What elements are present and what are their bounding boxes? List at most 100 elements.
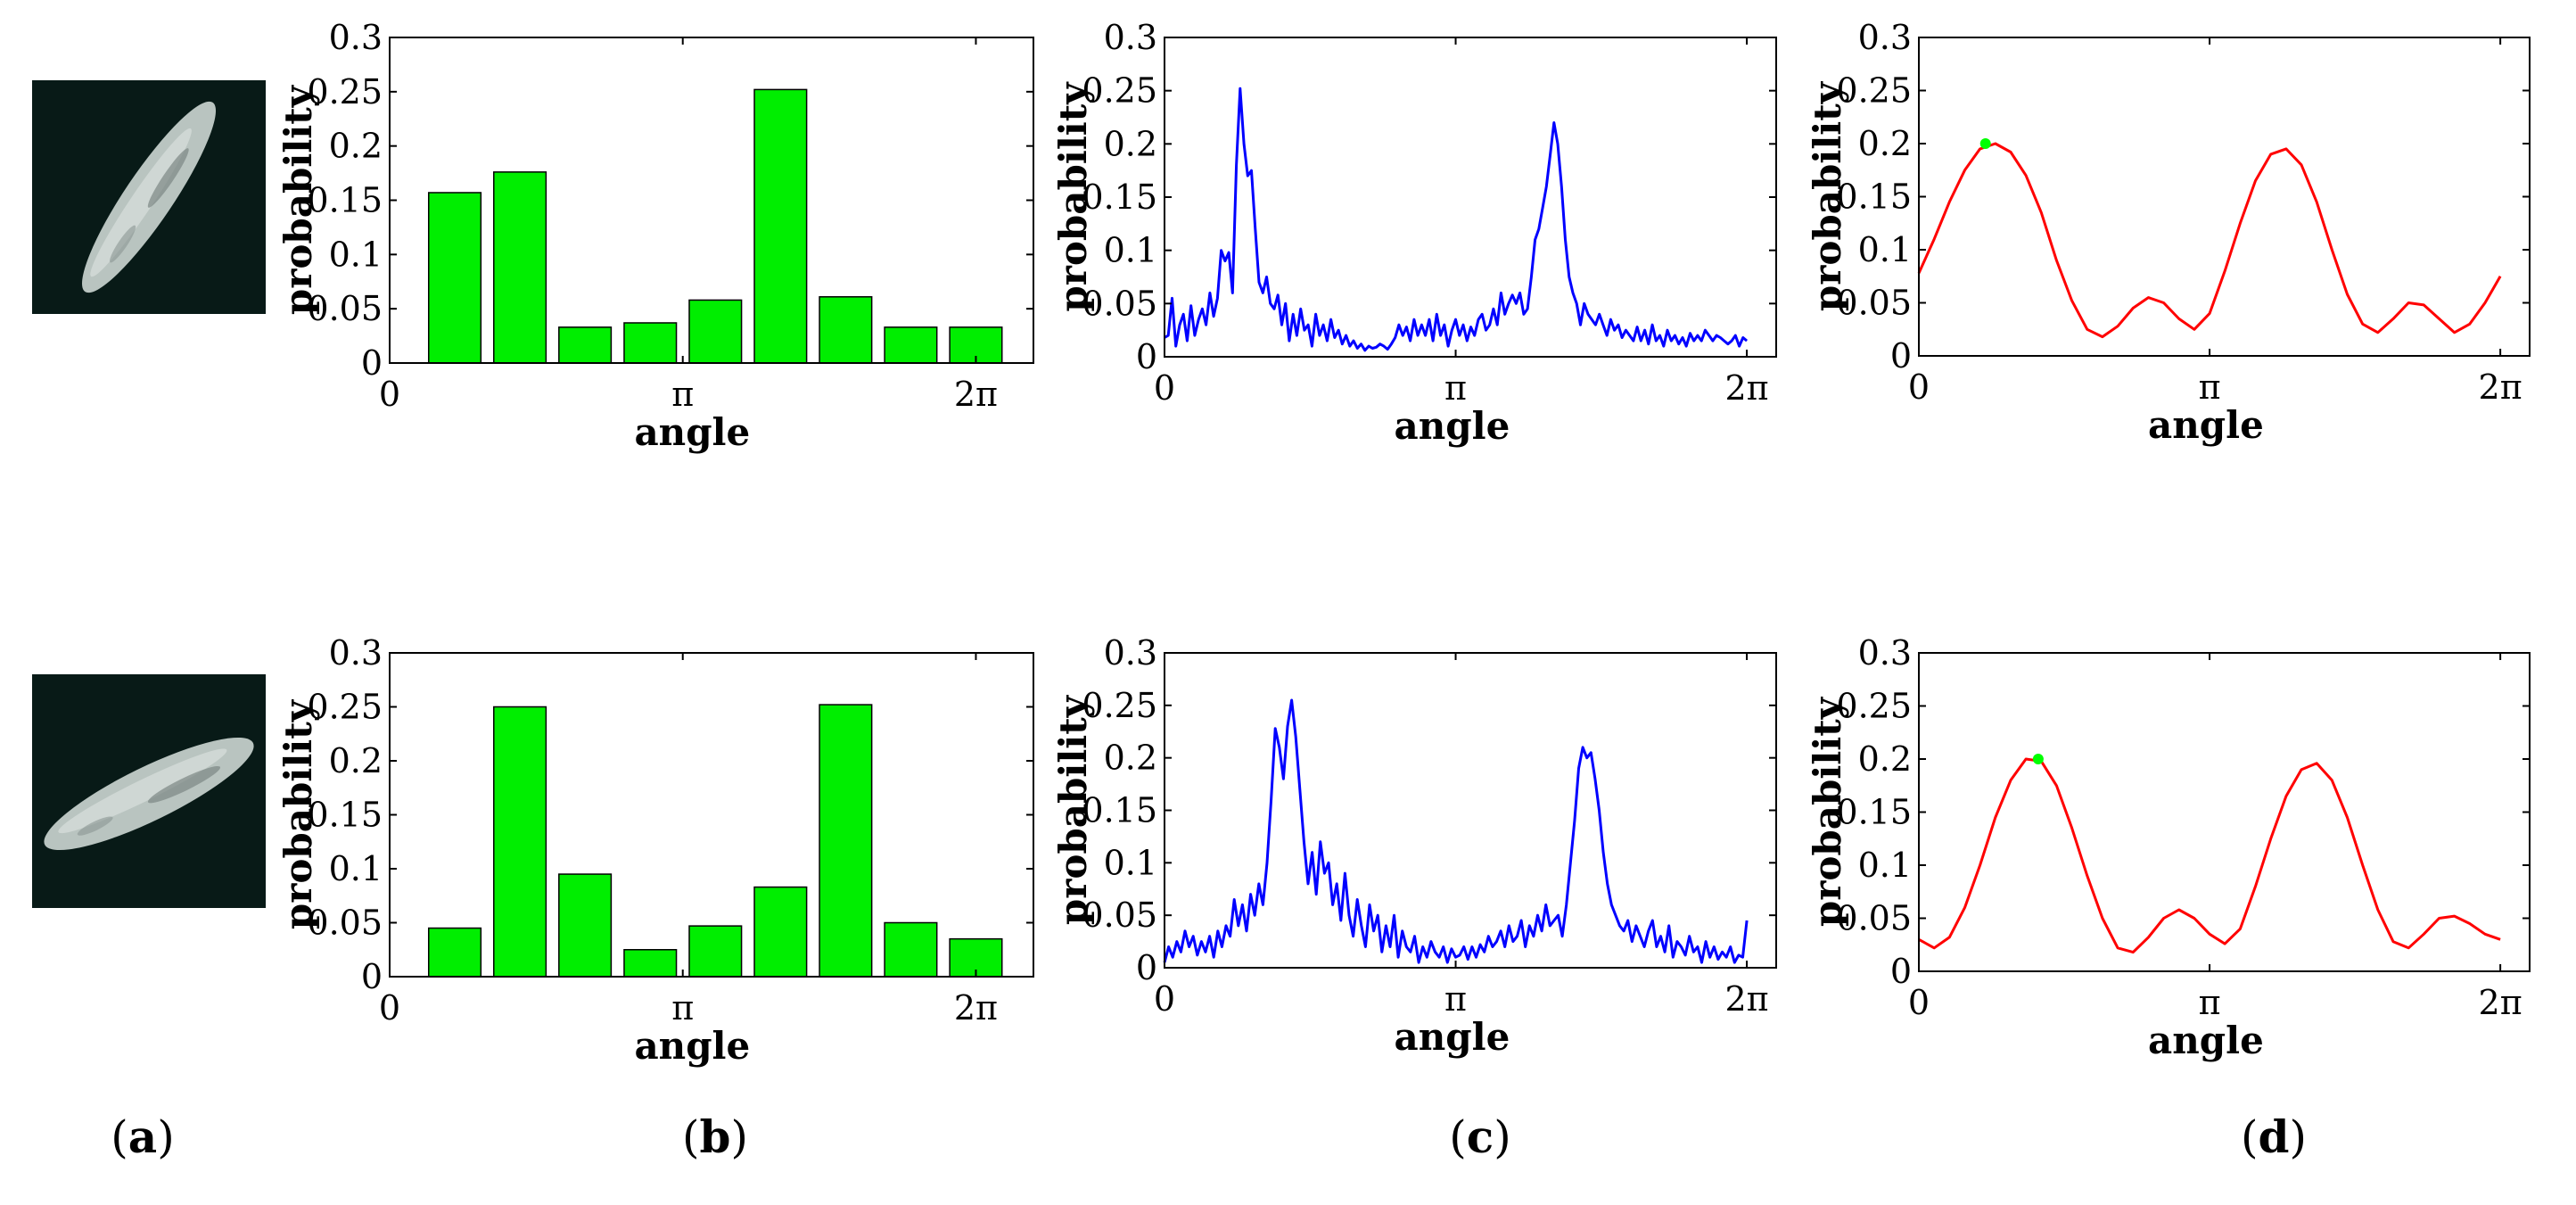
x-tick-label: 2π bbox=[954, 375, 998, 414]
x-tick-label: 0 bbox=[379, 988, 400, 1028]
y-tick-label: 0.15 bbox=[307, 796, 383, 835]
plot-frame bbox=[1918, 652, 2531, 972]
y-tick-label: 0.05 bbox=[1836, 284, 1912, 323]
y-axis-label: probability bbox=[276, 84, 320, 315]
y-tick-label: 0.05 bbox=[307, 904, 383, 943]
y-tick-label: 0.25 bbox=[307, 688, 383, 727]
y-tick-label: 0.3 bbox=[1104, 18, 1157, 57]
bar bbox=[623, 322, 678, 364]
bar bbox=[427, 927, 482, 978]
y-tick-label: 0.1 bbox=[1858, 230, 1912, 269]
series-line-fitted-curve bbox=[1918, 757, 2501, 954]
bar bbox=[427, 192, 482, 364]
y-tick-label: 0 bbox=[361, 343, 383, 383]
x-axis-label: angle bbox=[1395, 1015, 1510, 1059]
chart-2-b: 0 0.05 0.1 0.15 0.2 0.25 0.3 0 π 2π angle probabili… bbox=[276, 633, 1034, 1068]
y-tick-label: 0 bbox=[361, 957, 383, 996]
particle-image-row-1 bbox=[32, 80, 266, 314]
x-tick-label: 0 bbox=[1154, 979, 1175, 1019]
x-axis-label: angle bbox=[634, 410, 750, 454]
peak-marker bbox=[1979, 138, 1991, 149]
x-tick-label: 2π bbox=[1724, 979, 1768, 1019]
chart-1-d: 0 0.05 0.1 0.15 0.2 0.25 0.3 0 π 2π angle probabili… bbox=[1806, 18, 2531, 447]
y-axis-label: probability bbox=[276, 698, 320, 929]
x-tick-label: 0 bbox=[379, 375, 400, 414]
bar bbox=[819, 296, 873, 364]
x-tick-label: 2π bbox=[2479, 367, 2523, 407]
y-tick-label: 0.3 bbox=[329, 633, 383, 673]
chart-2-c: 0 0.05 0.1 0.15 0.2 0.25 0.3 0 π 2π angle probabili… bbox=[1051, 633, 1777, 1059]
x-tick-label: 2π bbox=[954, 988, 998, 1028]
y-tick-label: 0.3 bbox=[1858, 633, 1912, 673]
panel-label-c: (c) bbox=[1449, 1110, 1511, 1163]
y-tick-label: 0.05 bbox=[307, 289, 383, 328]
x-tick-label: 2π bbox=[1724, 368, 1768, 408]
peak-marker bbox=[2032, 754, 2044, 764]
y-tick-label: 0 bbox=[1136, 337, 1157, 376]
y-tick-label: 0.1 bbox=[1104, 843, 1157, 882]
panel-label-b: (b) bbox=[682, 1110, 748, 1163]
y-tick-label: 0.15 bbox=[307, 181, 383, 220]
y-tick-label: 0.1 bbox=[1858, 846, 1912, 885]
bar bbox=[493, 171, 547, 364]
chart-1-c: 0 0.05 0.1 0.15 0.2 0.25 0.3 0 π 2π angle probabili… bbox=[1051, 18, 1777, 448]
bar bbox=[623, 949, 678, 978]
y-tick-label: 0.3 bbox=[329, 18, 383, 57]
x-tick-label: 0 bbox=[1908, 367, 1930, 407]
y-tick-label: 0.3 bbox=[1858, 18, 1912, 57]
y-tick-label: 0 bbox=[1890, 336, 1912, 376]
x-tick-label: π bbox=[1444, 368, 1467, 408]
y-tick-label: 0 bbox=[1136, 948, 1157, 987]
chart-1-b: 0 0.05 0.1 0.15 0.2 0.25 0.3 0 π 2π angle probabili… bbox=[276, 18, 1034, 454]
x-axis-label: angle bbox=[634, 1024, 750, 1068]
plot-frame bbox=[1918, 37, 2531, 357]
plot-frame bbox=[1164, 37, 1777, 358]
plot-frame bbox=[1164, 652, 1777, 969]
x-axis-label: angle bbox=[1395, 404, 1510, 448]
bar bbox=[884, 921, 938, 978]
particle-image-icon bbox=[32, 80, 266, 314]
y-tick-label: 0.2 bbox=[1858, 739, 1912, 779]
x-tick-label: 2π bbox=[2479, 983, 2523, 1022]
bar bbox=[688, 299, 743, 364]
bar bbox=[753, 886, 808, 978]
bar bbox=[819, 704, 873, 978]
y-tick-label: 0 bbox=[1890, 952, 1912, 991]
y-tick-label: 0.25 bbox=[1082, 686, 1157, 725]
y-tick-label: 0.15 bbox=[1836, 177, 1912, 217]
bar bbox=[688, 925, 743, 978]
particle-image-icon bbox=[32, 674, 266, 908]
y-tick-label: 0.2 bbox=[329, 127, 383, 166]
y-tick-label: 0.05 bbox=[1836, 899, 1912, 938]
series-line-fitted-curve bbox=[1917, 142, 2502, 339]
y-tick-label: 0.25 bbox=[1836, 71, 1912, 111]
bar bbox=[884, 326, 938, 364]
y-tick-label: 0.1 bbox=[329, 849, 383, 888]
y-tick-label: 0.05 bbox=[1082, 895, 1157, 935]
y-tick-label: 0.2 bbox=[1104, 739, 1157, 778]
y-tick-label: 0.2 bbox=[1104, 124, 1157, 163]
bar bbox=[753, 88, 808, 364]
panel-label-a: (a) bbox=[111, 1110, 175, 1163]
bar bbox=[493, 706, 547, 978]
y-axis-label: probability bbox=[1051, 694, 1095, 925]
y-axis-label: probability bbox=[1051, 81, 1095, 312]
x-tick-label: π bbox=[1444, 979, 1467, 1019]
series-line-histogram bbox=[1164, 87, 1749, 352]
x-tick-label: π bbox=[2199, 367, 2221, 407]
y-tick-label: 0.2 bbox=[329, 741, 383, 780]
y-tick-label: 0.3 bbox=[1104, 633, 1157, 673]
y-axis-label: probability bbox=[1806, 696, 1849, 927]
x-tick-label: π bbox=[671, 988, 694, 1028]
y-axis-label: probability bbox=[1806, 80, 1849, 311]
y-tick-label: 0.15 bbox=[1082, 177, 1157, 217]
y-tick-label: 0.15 bbox=[1836, 793, 1912, 832]
x-tick-label: 0 bbox=[1908, 983, 1930, 1022]
y-tick-label: 0.1 bbox=[1104, 231, 1157, 270]
y-tick-label: 0.1 bbox=[329, 235, 383, 274]
x-axis-label: angle bbox=[2148, 1019, 2264, 1062]
y-tick-label: 0.05 bbox=[1082, 284, 1157, 323]
y-tick-label: 0.15 bbox=[1082, 791, 1157, 830]
y-tick-label: 0.25 bbox=[307, 72, 383, 111]
bar bbox=[558, 873, 613, 978]
